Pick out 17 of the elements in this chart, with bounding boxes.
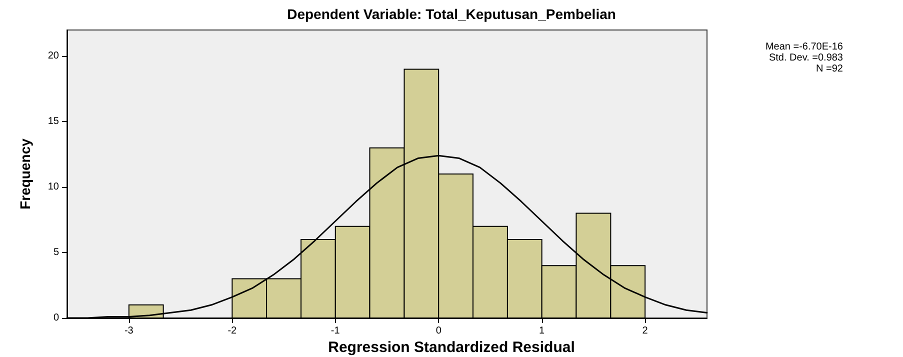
y-tick-label: 0 [53,312,60,324]
y-axis-title: Frequency [17,138,33,210]
text: Mean =-6.70E-16 [765,42,844,52]
x-tick-label: -2 [228,326,238,336]
text: Std. Dev. =0.983 [768,52,844,64]
y-tick-label: 15 [48,116,60,128]
x-tick-label: -3 [124,326,134,336]
x-tick-label: 2 [642,326,648,336]
x-tick-label: 0 [436,326,442,336]
x-axis-title: Regression Standardized Residual [328,339,575,356]
y-tick-label: 10 [48,182,60,193]
chart-title: Dependent Variable: Total_Keputusan_Pembelian [287,6,616,22]
y-tick-label: 20 [48,50,60,62]
x-tick-label: 1 [539,326,546,336]
text: N =92 [816,64,844,74]
x-tick-label: -1 [330,326,340,336]
y-tick-label: 5 [53,247,60,258]
